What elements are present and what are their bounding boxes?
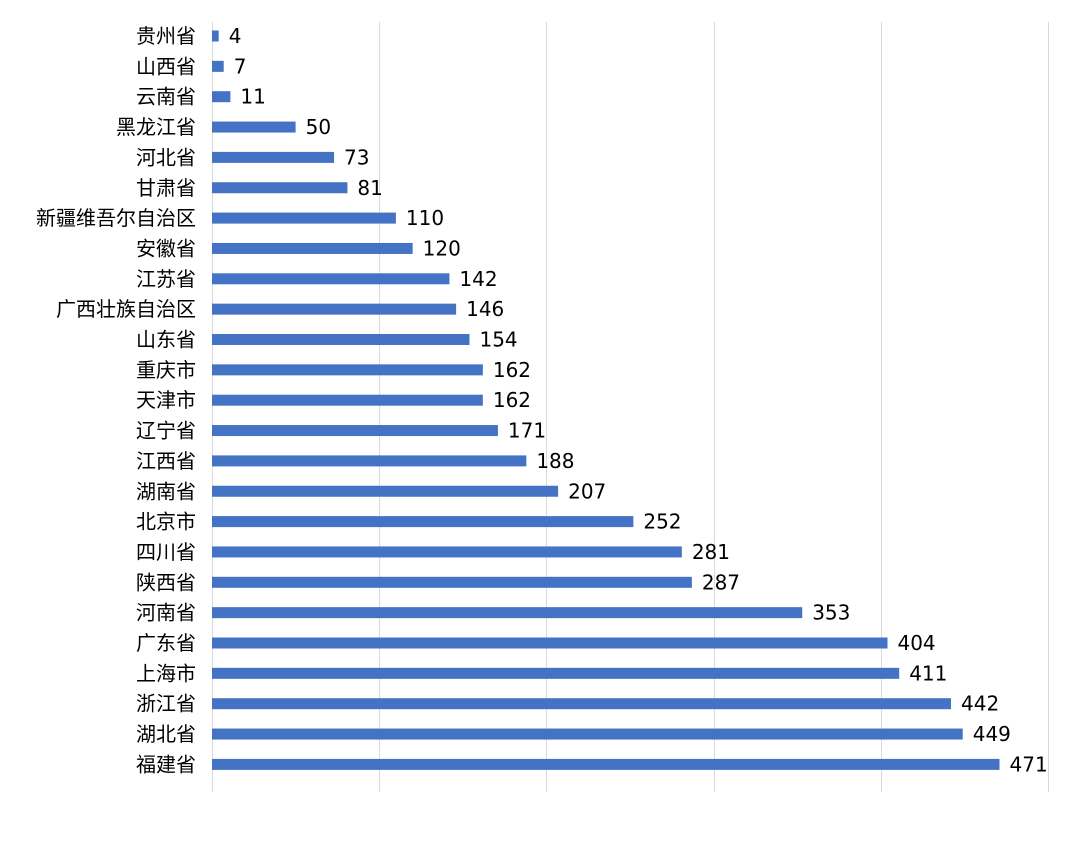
bar <box>212 182 348 194</box>
bar <box>212 607 803 619</box>
value-label: 207 <box>568 479 606 503</box>
bar <box>212 455 527 467</box>
category-label: 重庆市 <box>136 358 196 382</box>
bar <box>212 394 483 406</box>
bar <box>212 485 559 497</box>
bar <box>212 334 470 345</box>
category-label: 广西壮族自治区 <box>56 297 196 321</box>
value-label: 162 <box>493 388 531 412</box>
category-label: 黑龙江省 <box>116 115 196 139</box>
value-label: 353 <box>812 601 850 625</box>
bar <box>212 576 692 588</box>
bar <box>212 667 900 679</box>
category-label: 云南省 <box>136 85 196 109</box>
gridlines <box>212 22 1049 792</box>
bar <box>212 121 296 133</box>
category-label: 湖北省 <box>136 722 196 746</box>
category-label: 安徽省 <box>136 236 196 260</box>
category-label: 湖南省 <box>136 479 196 503</box>
value-label: 404 <box>897 631 935 655</box>
bar <box>212 637 888 649</box>
bar <box>212 425 498 437</box>
bar <box>212 242 413 254</box>
category-label: 河南省 <box>136 601 196 625</box>
value-label: 171 <box>508 419 546 443</box>
category-label: 陕西省 <box>136 570 196 594</box>
value-labels: 4 7 11 50 73 81 110 120 142 146 154 162 162 171 188 207… <box>229 24 1048 776</box>
value-label: 162 <box>493 358 531 382</box>
category-label: 浙江省 <box>136 692 196 716</box>
category-label: 山东省 <box>136 328 196 352</box>
value-label: 252 <box>643 510 681 534</box>
value-label: 146 <box>466 297 504 321</box>
value-label: 287 <box>702 570 740 594</box>
bar <box>212 516 634 528</box>
category-label: 新疆维吾尔自治区 <box>36 206 196 230</box>
bar <box>212 364 483 376</box>
category-label: 山西省 <box>136 54 196 78</box>
bar <box>212 91 231 103</box>
value-label: 471 <box>1010 752 1048 776</box>
bar <box>212 728 963 740</box>
bar <box>212 151 335 163</box>
category-label: 上海市 <box>136 661 196 685</box>
value-label: 449 <box>973 722 1011 746</box>
value-label: 142 <box>459 267 497 291</box>
category-label: 四川省 <box>136 540 196 564</box>
category-label: 江西省 <box>136 449 196 473</box>
bar <box>212 212 396 224</box>
value-label: 4 <box>229 24 242 48</box>
value-label: 442 <box>961 692 999 716</box>
value-label: 120 <box>423 236 461 260</box>
bar <box>212 546 682 558</box>
category-label: 江苏省 <box>136 267 196 291</box>
bar <box>212 30 219 42</box>
category-label: 辽宁省 <box>136 419 196 443</box>
value-label: 81 <box>357 176 382 200</box>
category-label: 天津市 <box>136 388 196 412</box>
category-label: 广东省 <box>136 631 196 655</box>
category-label: 福建省 <box>136 752 196 776</box>
category-label: 甘肃省 <box>136 176 196 200</box>
value-label: 11 <box>240 85 265 109</box>
bar <box>212 60 224 72</box>
category-labels: 贵州省山西省云南省黑龙江省河北省甘肃省新疆维吾尔自治区安徽省江苏省广西壮族自治区… <box>36 24 196 776</box>
bars <box>212 30 1000 770</box>
category-label: 贵州省 <box>136 24 196 48</box>
value-label: 110 <box>406 206 444 230</box>
value-label: 154 <box>479 328 517 352</box>
bar <box>212 698 952 710</box>
value-label: 188 <box>536 449 574 473</box>
category-label: 河北省 <box>136 145 196 169</box>
value-label: 73 <box>344 145 369 169</box>
bar <box>212 303 457 315</box>
bar <box>212 758 1000 770</box>
value-label: 7 <box>234 54 247 78</box>
value-label: 281 <box>692 540 730 564</box>
bar <box>212 273 450 285</box>
value-label: 411 <box>909 661 947 685</box>
value-label: 50 <box>306 115 331 139</box>
category-label: 北京市 <box>136 510 196 534</box>
